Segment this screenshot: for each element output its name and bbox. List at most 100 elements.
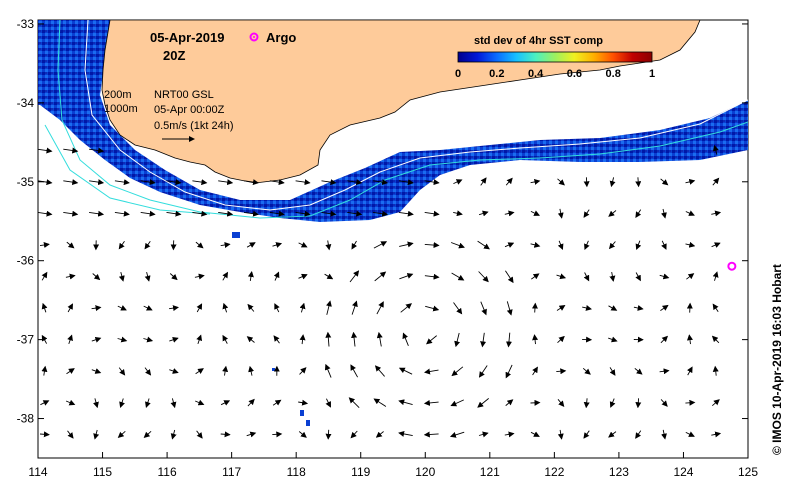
colorbar-tick-label: 0.4 (528, 68, 544, 80)
current-vector (91, 305, 102, 312)
current-vector (273, 271, 280, 281)
lat-tick-label: -36 (17, 254, 35, 268)
current-vector (274, 303, 280, 313)
colorbar (457, 51, 653, 63)
current-vector (169, 368, 179, 374)
current-vector (298, 431, 307, 438)
current-vector (222, 302, 229, 313)
current-vector (295, 179, 311, 186)
current-vector (243, 179, 259, 186)
current-vector (582, 305, 592, 311)
colorbar-tick-label: 0.2 (489, 68, 504, 80)
lon-tick-label: 120 (415, 465, 435, 479)
colorbar-tick-label: 0.6 (567, 68, 582, 80)
isobath-200m (84, 20, 748, 211)
current-vector (39, 242, 50, 248)
current-vector (477, 240, 490, 250)
current-vector (584, 240, 590, 251)
current-vector (376, 331, 383, 347)
current-vector (246, 242, 256, 248)
current-vector (348, 397, 360, 409)
current-vector (685, 210, 695, 216)
current-vector (635, 177, 642, 188)
current-vector (556, 368, 567, 375)
current-vector (398, 179, 414, 186)
current-vector (398, 210, 414, 217)
current-vector (635, 240, 642, 251)
current-vector (93, 398, 99, 409)
current-vector (89, 147, 105, 154)
colorbar-tick-label: 0.8 (606, 68, 621, 80)
current-vector (400, 303, 412, 313)
current-vector (685, 431, 695, 437)
current-vector (325, 398, 331, 408)
current-vector (583, 430, 590, 439)
current-vector (477, 398, 489, 408)
current-vector (635, 398, 642, 409)
current-vector (424, 179, 440, 186)
colorbar-ticks: 0 0.2 0.4 0.6 0.8 1 (455, 68, 655, 80)
current-vector (711, 335, 720, 344)
colorbar-title: std dev of 4hr SST comp (474, 35, 603, 47)
sst-stddev-swath (38, 20, 748, 222)
current-vector (298, 399, 309, 406)
current-vector (140, 210, 156, 217)
current-vector (196, 430, 203, 439)
current-vector (63, 179, 79, 186)
current-vector (321, 210, 337, 217)
current-vector (478, 210, 489, 217)
current-vector (609, 398, 616, 408)
current-vector (557, 335, 565, 344)
current-vector (298, 273, 308, 280)
current-vector (686, 334, 693, 345)
current-vector (685, 399, 696, 406)
current-vector (659, 368, 670, 375)
current-vector (374, 271, 387, 282)
current-vector (67, 334, 73, 345)
current-vector (170, 398, 177, 409)
current-vector (532, 366, 538, 376)
current-vector (478, 431, 489, 438)
lon-tick-label: 118 (287, 465, 306, 479)
current-vector (220, 431, 231, 438)
lon-tick-label: 114 (28, 465, 47, 479)
map-axes: 114 115 116 117 118 119 120 121 122 123 124 125 -33 -… (17, 17, 759, 479)
current-vector (39, 431, 50, 438)
current-vector (89, 179, 105, 186)
current-vector (324, 273, 334, 280)
product-label: NRT00 GSL (154, 89, 214, 101)
current-vector (145, 398, 151, 408)
current-vector (711, 242, 721, 248)
current-vector (93, 429, 100, 440)
sst-patch (300, 410, 304, 416)
lon-tick-label: 123 (609, 465, 629, 479)
current-vector (451, 366, 464, 377)
current-vector (531, 302, 538, 313)
current-vector (196, 303, 203, 313)
current-vector (635, 430, 642, 439)
imos-credit: © IMOS 10-Apr-2019 16:03 Hobart (770, 264, 784, 455)
current-vector (399, 273, 414, 280)
current-vector (660, 399, 668, 407)
current-vector (118, 367, 126, 376)
current-vector (505, 364, 513, 379)
lat-tick-label: -35 (17, 175, 35, 189)
current-vector (453, 210, 463, 217)
current-vector (169, 336, 179, 343)
current-vector (660, 304, 669, 311)
current-vector (556, 273, 567, 280)
current-vector (608, 336, 618, 343)
argo-float-marker (727, 261, 737, 271)
current-vector (144, 271, 151, 282)
current-vector (220, 400, 231, 406)
current-vector (557, 399, 565, 407)
current-vector (480, 332, 487, 348)
current-vector (451, 272, 465, 281)
current-vector (144, 367, 152, 376)
current-vector (169, 273, 178, 281)
lon-tick-label: 116 (158, 465, 177, 479)
lat-tick-label: -37 (17, 333, 35, 347)
current-vector (166, 210, 182, 217)
current-vector (222, 271, 229, 281)
